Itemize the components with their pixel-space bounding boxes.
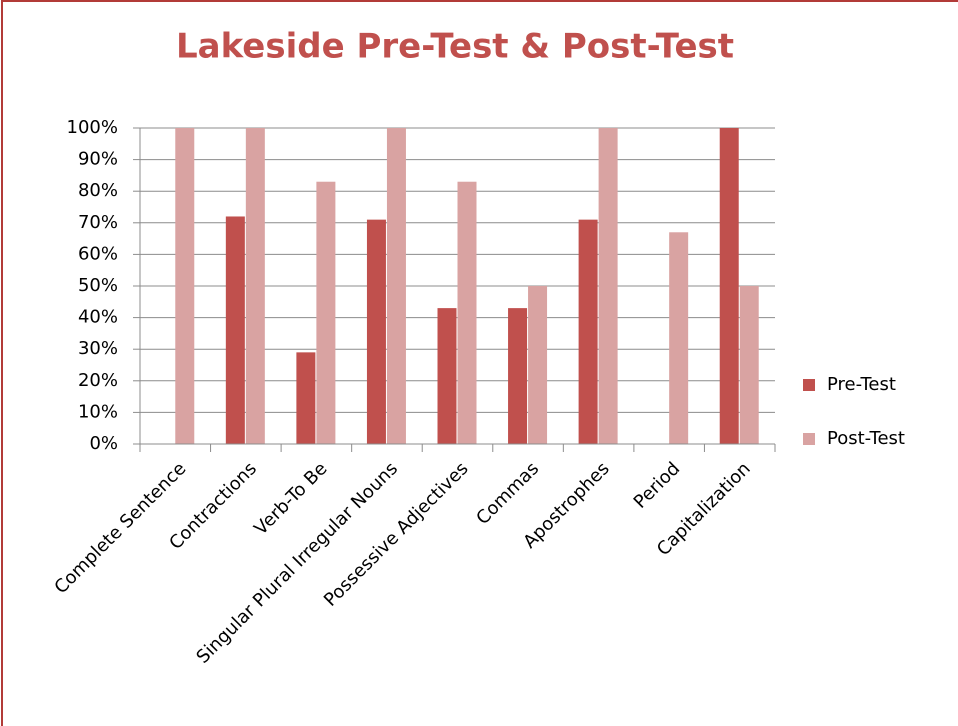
y-tick-label: 50% xyxy=(78,275,118,296)
bar xyxy=(578,219,598,444)
bar xyxy=(366,219,386,444)
y-tick-label: 0% xyxy=(89,433,118,454)
bar xyxy=(245,128,265,444)
y-tick-label: 10% xyxy=(78,401,118,422)
bar xyxy=(225,216,245,444)
y-tick-label: 60% xyxy=(78,243,118,264)
legend-label: Post-Test xyxy=(827,428,905,449)
bar xyxy=(719,128,739,444)
bar xyxy=(296,352,316,444)
y-tick-label: 80% xyxy=(78,180,118,201)
legend-swatch xyxy=(803,379,815,391)
y-tick-label: 40% xyxy=(78,307,118,328)
bar xyxy=(528,286,548,444)
y-tick-label: 100% xyxy=(67,117,118,138)
y-tick-label: 20% xyxy=(78,370,118,391)
bar xyxy=(508,308,528,444)
bar xyxy=(739,286,759,444)
bar xyxy=(457,181,477,444)
legend-swatch xyxy=(803,433,815,445)
bar xyxy=(669,232,689,444)
bar xyxy=(386,128,406,444)
bar xyxy=(437,308,457,444)
chart-title: Lakeside Pre-Test & Post-Test xyxy=(176,27,734,67)
y-tick-label: 90% xyxy=(78,149,118,170)
bar xyxy=(316,181,336,444)
bar xyxy=(175,128,195,444)
y-tick-label: 70% xyxy=(78,212,118,233)
bar xyxy=(598,128,618,444)
y-tick-label: 30% xyxy=(78,338,118,359)
legend-label: Pre-Test xyxy=(827,374,896,395)
